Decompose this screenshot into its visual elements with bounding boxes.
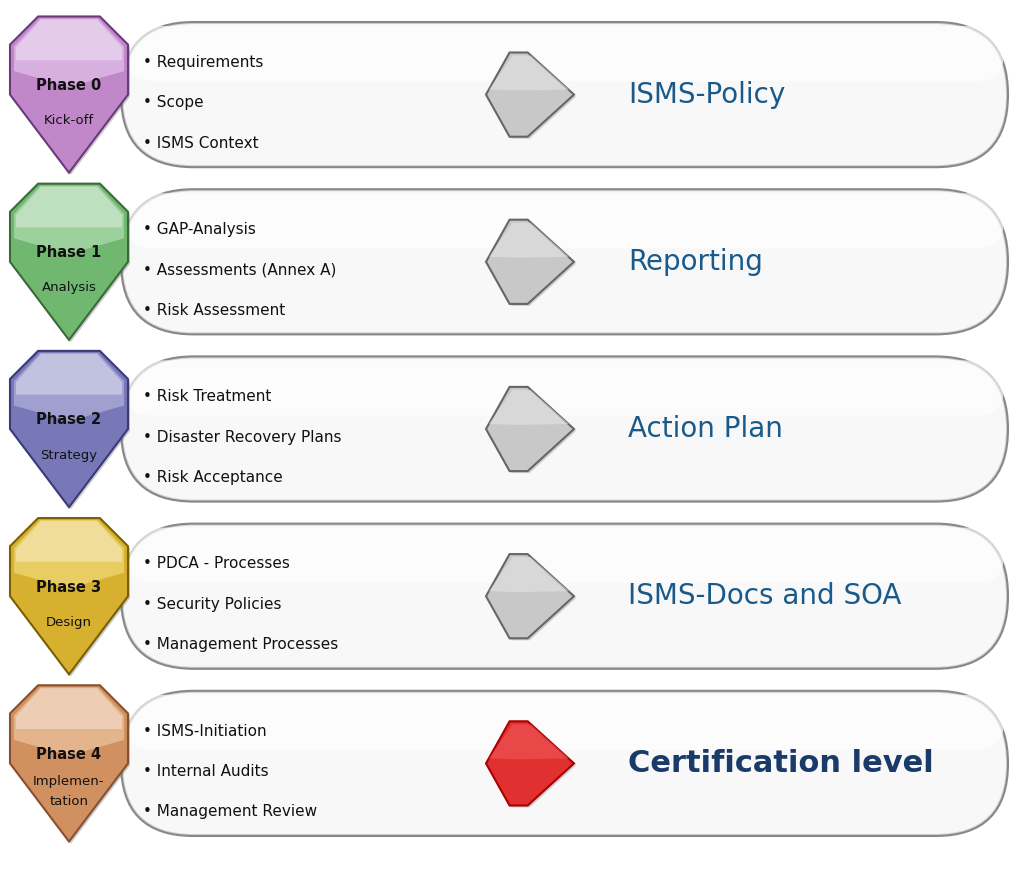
Text: Phase 0: Phase 0 (37, 78, 101, 93)
Text: • Risk Treatment: • Risk Treatment (143, 389, 271, 405)
Polygon shape (489, 725, 569, 760)
FancyBboxPatch shape (125, 26, 1004, 81)
Polygon shape (10, 184, 128, 340)
Text: • ISMS Context: • ISMS Context (143, 135, 259, 151)
Text: • GAP-Analysis: • GAP-Analysis (143, 222, 256, 237)
FancyBboxPatch shape (121, 22, 1008, 167)
Text: • Management Review: • Management Review (143, 804, 317, 820)
Text: Implemen-: Implemen- (34, 775, 104, 788)
Text: • Requirements: • Requirements (143, 55, 263, 70)
Polygon shape (489, 56, 569, 91)
Text: Phase 3: Phase 3 (37, 580, 101, 595)
Polygon shape (488, 723, 576, 807)
Text: • Internal Audits: • Internal Audits (143, 764, 269, 779)
FancyBboxPatch shape (121, 523, 1008, 669)
Polygon shape (14, 687, 124, 755)
FancyBboxPatch shape (123, 24, 1006, 165)
FancyBboxPatch shape (125, 528, 1004, 582)
Text: • Risk Acceptance: • Risk Acceptance (143, 470, 282, 485)
Polygon shape (488, 556, 576, 640)
Text: • Scope: • Scope (143, 95, 204, 110)
Text: • PDCA - Processes: • PDCA - Processes (143, 556, 290, 571)
FancyBboxPatch shape (121, 357, 1008, 501)
Polygon shape (489, 390, 569, 425)
Polygon shape (488, 54, 576, 139)
Polygon shape (14, 353, 124, 421)
FancyBboxPatch shape (125, 360, 1004, 416)
Polygon shape (489, 222, 569, 257)
Text: Phase 2: Phase 2 (37, 412, 101, 427)
Text: Phase 1: Phase 1 (37, 245, 101, 260)
Text: Phase 4: Phase 4 (37, 746, 101, 762)
FancyBboxPatch shape (125, 695, 1004, 750)
Polygon shape (486, 721, 574, 806)
Polygon shape (486, 220, 574, 304)
Text: Action Plan: Action Plan (628, 415, 783, 443)
Polygon shape (488, 389, 576, 473)
FancyBboxPatch shape (121, 691, 1008, 836)
Polygon shape (486, 554, 574, 638)
FancyBboxPatch shape (121, 189, 1008, 334)
Polygon shape (10, 518, 128, 674)
FancyBboxPatch shape (123, 692, 1006, 834)
Text: Certification level: Certification level (628, 749, 934, 778)
Polygon shape (14, 18, 124, 87)
Text: • Management Processes: • Management Processes (143, 637, 339, 652)
Polygon shape (16, 688, 122, 729)
Polygon shape (10, 351, 128, 508)
Polygon shape (12, 18, 130, 174)
Text: ISMS-Policy: ISMS-Policy (628, 80, 786, 109)
Polygon shape (12, 520, 130, 677)
Polygon shape (14, 520, 124, 589)
Polygon shape (16, 19, 122, 60)
Text: Reporting: Reporting (628, 248, 763, 276)
Polygon shape (16, 521, 122, 562)
Polygon shape (10, 17, 128, 173)
FancyBboxPatch shape (123, 358, 1006, 500)
Polygon shape (486, 52, 574, 137)
Polygon shape (489, 557, 569, 592)
Text: • Disaster Recovery Plans: • Disaster Recovery Plans (143, 430, 342, 445)
Polygon shape (486, 387, 574, 471)
Text: Analysis: Analysis (42, 282, 96, 295)
Polygon shape (10, 685, 128, 841)
Polygon shape (12, 353, 130, 509)
Text: Design: Design (46, 616, 92, 629)
Text: • Security Policies: • Security Policies (143, 596, 281, 612)
Polygon shape (16, 354, 122, 395)
Polygon shape (16, 187, 122, 228)
Polygon shape (488, 221, 576, 306)
Polygon shape (14, 186, 124, 254)
Text: • Assessments (Annex A): • Assessments (Annex A) (143, 262, 337, 277)
Polygon shape (12, 186, 130, 342)
Polygon shape (12, 687, 130, 843)
Text: Kick-off: Kick-off (44, 114, 94, 127)
FancyBboxPatch shape (125, 194, 1004, 249)
Text: tation: tation (49, 795, 89, 808)
Text: • Risk Assessment: • Risk Assessment (143, 303, 285, 317)
Text: • ISMS-Initiation: • ISMS-Initiation (143, 724, 267, 739)
FancyBboxPatch shape (123, 191, 1006, 332)
FancyBboxPatch shape (123, 526, 1006, 667)
Text: Strategy: Strategy (41, 448, 97, 461)
Text: ISMS-Docs and SOA: ISMS-Docs and SOA (628, 582, 901, 610)
